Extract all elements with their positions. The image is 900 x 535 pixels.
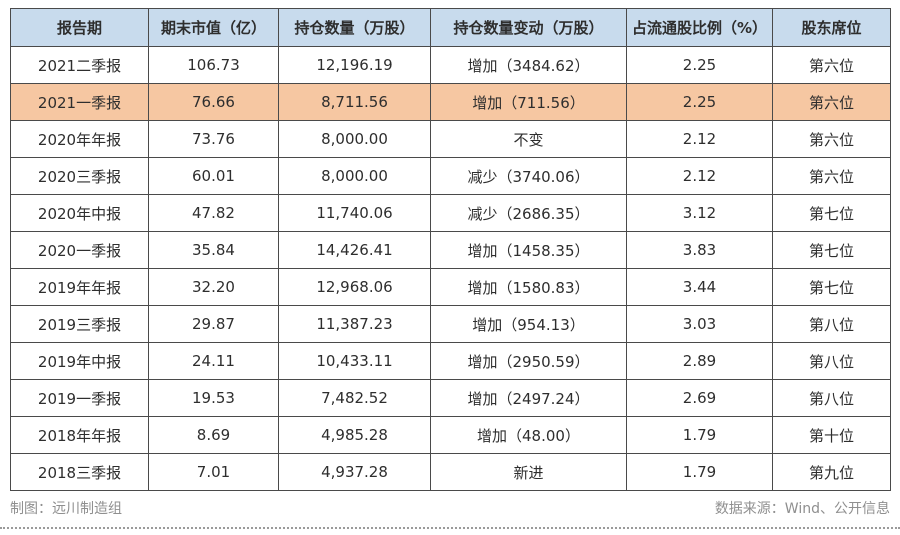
- table-cell: 8,000.00: [278, 157, 431, 195]
- table-cell: 第七位: [772, 231, 891, 269]
- table-cell: 8,711.56: [278, 83, 431, 121]
- table-cell: 2020一季报: [10, 231, 149, 269]
- bottom-dashed-divider: [0, 527, 900, 529]
- table-cell: 29.87: [148, 305, 279, 343]
- table-cell: 第六位: [772, 46, 891, 84]
- table-cell: 第九位: [772, 453, 891, 491]
- table-cell: 增加（1458.35）: [430, 231, 627, 269]
- table-cell: 4,937.28: [278, 453, 431, 491]
- table-cell: 12,196.19: [278, 46, 431, 84]
- table-cell: 60.01: [148, 157, 279, 195]
- table-row: 2020三季报 60.01 8,000.00 减少（3740.06） 2.12 第六位: [10, 157, 891, 195]
- table-cell: 增加（2497.24）: [430, 379, 627, 417]
- table-row: 2018三季报 7.01 4,937.28 新进 1.79 第九位: [10, 453, 891, 491]
- table-cell: 2020年中报: [10, 194, 149, 232]
- table-cell: 2.25: [626, 83, 773, 121]
- table-cell: 第七位: [772, 194, 891, 232]
- table-cell: 第八位: [772, 379, 891, 417]
- source-text: 数据来源：Wind、公开信息: [714, 501, 890, 517]
- table-cell: 2019年年报: [10, 268, 149, 306]
- table-cell: 第七位: [772, 268, 891, 306]
- table-cell: 3.44: [626, 268, 773, 306]
- table-cell: 7.01: [148, 453, 279, 491]
- table-cell: 3.83: [626, 231, 773, 269]
- table-cell: 2018三季报: [10, 453, 149, 491]
- table-row: 2021二季报 106.73 12,196.19 增加（3484.62） 2.25 第六位: [10, 46, 891, 84]
- table-row: 2020年中报 47.82 11,740.06 减少（2686.35） 3.12 第七位: [10, 194, 891, 232]
- column-header: 持仓数量变动（万股）: [430, 8, 627, 47]
- table-cell: 19.53: [148, 379, 279, 417]
- table-cell: 11,740.06: [278, 194, 431, 232]
- table-cell: 2.89: [626, 342, 773, 380]
- table-cell: 第八位: [772, 305, 891, 343]
- credit-text: 制图：远川制造组: [10, 501, 122, 517]
- table-row: 2020一季报 35.84 14,426.41 增加（1458.35） 3.83 第七位: [10, 231, 891, 269]
- table-cell: 减少（3740.06）: [430, 157, 627, 195]
- table-cell: 14,426.41: [278, 231, 431, 269]
- table-cell: 47.82: [148, 194, 279, 232]
- table-row: 2019三季报 29.87 11,387.23 增加（954.13） 3.03 第八位: [10, 305, 891, 343]
- table-cell: 2.25: [626, 46, 773, 84]
- table-cell: 35.84: [148, 231, 279, 269]
- column-header: 股东席位: [772, 8, 891, 47]
- table-cell: 第十位: [772, 416, 891, 454]
- table-cell: 1.79: [626, 416, 773, 454]
- table-cell: 新进: [430, 453, 627, 491]
- table-cell: 2021一季报: [10, 83, 149, 121]
- table-cell: 增加（3484.62）: [430, 46, 627, 84]
- table-cell: 76.66: [148, 83, 279, 121]
- footer: 制图：远川制造组 数据来源：Wind、公开信息: [10, 498, 890, 518]
- table-cell: 8,000.00: [278, 120, 431, 158]
- table-cell: 不变: [430, 120, 627, 158]
- table-cell: 2020年年报: [10, 120, 149, 158]
- table-cell: 第六位: [772, 157, 891, 195]
- table-cell: 12,968.06: [278, 268, 431, 306]
- table-cell: 2018年年报: [10, 416, 149, 454]
- table-cell: 32.20: [148, 268, 279, 306]
- table-cell: 2019一季报: [10, 379, 149, 417]
- table-cell: 2020三季报: [10, 157, 149, 195]
- table-row: 2019一季报 19.53 7,482.52 增加（2497.24） 2.69 第八位: [10, 379, 891, 417]
- table-cell: 增加（711.56）: [430, 83, 627, 121]
- column-header: 占流通股比例（%）: [626, 8, 773, 47]
- table-cell: 10,433.11: [278, 342, 431, 380]
- table-cell: 1.79: [626, 453, 773, 491]
- table-cell: 2.69: [626, 379, 773, 417]
- table-cell: 7,482.52: [278, 379, 431, 417]
- table-cell: 增加（1580.83）: [430, 268, 627, 306]
- column-header: 报告期: [10, 8, 149, 47]
- table-cell: 106.73: [148, 46, 279, 84]
- table-cell: 第六位: [772, 120, 891, 158]
- table-cell: 2.12: [626, 157, 773, 195]
- table-cell: 11,387.23: [278, 305, 431, 343]
- holdings-table: 报告期 期末市值（亿） 持仓数量（万股） 持仓数量变动（万股） 占流通股比例（%） 股东席…: [10, 8, 891, 491]
- table-cell: 第八位: [772, 342, 891, 380]
- table-cell: 增加（954.13）: [430, 305, 627, 343]
- table-cell: 2019三季报: [10, 305, 149, 343]
- column-header: 持仓数量（万股）: [278, 8, 431, 47]
- table-cell: 第六位: [772, 83, 891, 121]
- table-cell: 73.76: [148, 120, 279, 158]
- table-row: 2018年年报 8.69 4,985.28 增加（48.00） 1.79 第十位: [10, 416, 891, 454]
- table-cell: 4,985.28: [278, 416, 431, 454]
- table-cell: 2021二季报: [10, 46, 149, 84]
- table-cell: 3.12: [626, 194, 773, 232]
- table-cell: 24.11: [148, 342, 279, 380]
- table-cell: 2019年中报: [10, 342, 149, 380]
- table-cell: 增加（48.00）: [430, 416, 627, 454]
- table-row: 2021一季报 76.66 8,711.56 增加（711.56） 2.25 第六位: [10, 83, 891, 121]
- table-row: 2020年年报 73.76 8,000.00 不变 2.12 第六位: [10, 120, 891, 158]
- table-cell: 2.12: [626, 120, 773, 158]
- table-cell: 8.69: [148, 416, 279, 454]
- table-cell: 增加（2950.59）: [430, 342, 627, 380]
- table-header-row: 报告期 期末市值（亿） 持仓数量（万股） 持仓数量变动（万股） 占流通股比例（%） 股东席…: [10, 8, 891, 47]
- table-cell: 减少（2686.35）: [430, 194, 627, 232]
- table-row: 2019年中报 24.11 10,433.11 增加（2950.59） 2.89 第八位: [10, 342, 891, 380]
- column-header: 期末市值（亿）: [148, 8, 279, 47]
- table-row: 2019年年报 32.20 12,968.06 增加（1580.83） 3.44 第七位: [10, 268, 891, 306]
- table-cell: 3.03: [626, 305, 773, 343]
